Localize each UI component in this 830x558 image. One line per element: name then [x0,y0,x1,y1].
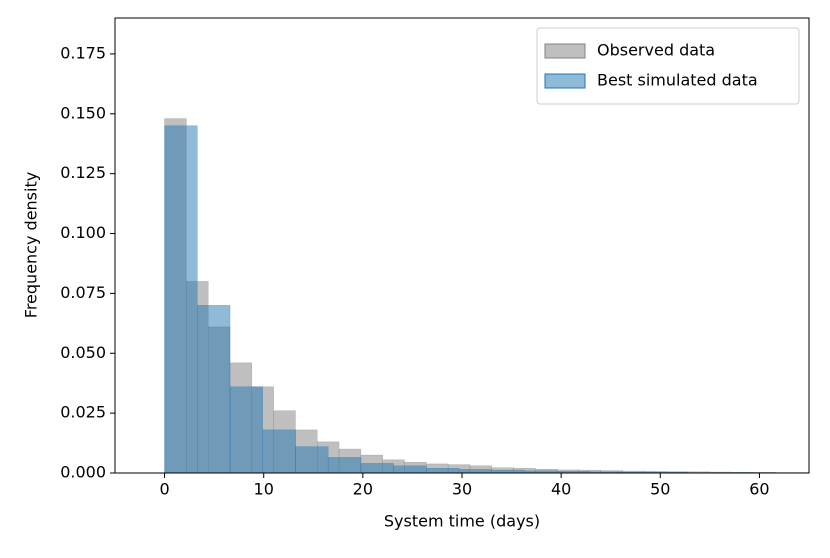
x-tick-label: 0 [159,480,169,499]
y-axis-label: Frequency density [22,172,41,318]
histogram-bar [165,126,198,473]
x-tick-label: 50 [650,480,670,499]
legend-swatch [545,44,585,58]
histogram-bar [459,469,492,473]
histogram-bar [394,466,427,473]
histogram-bar [361,463,394,473]
legend-label: Best simulated data [597,71,758,90]
histogram-bar [230,387,263,473]
y-tick-label: 0.075 [60,283,106,302]
legend-label: Observed data [597,41,715,60]
histogram-bar [328,457,361,473]
x-tick-label: 60 [749,480,769,499]
y-tick-label: 0.150 [60,103,106,122]
x-axis-label: System time (days) [384,512,540,531]
y-tick-label: 0.050 [60,343,106,362]
histogram-bar [426,468,459,473]
y-tick-label: 0.175 [60,43,106,62]
x-tick-label: 20 [353,480,373,499]
y-tick-label: 0.025 [60,403,106,422]
y-tick-label: 0.000 [60,463,106,482]
x-tick-label: 10 [254,480,274,499]
y-tick-label: 0.100 [60,223,106,242]
plot-area [165,119,819,473]
histogram-bar [263,430,296,473]
legend-swatch [545,74,585,88]
x-tick-label: 30 [452,480,472,499]
histogram-bar [295,447,328,473]
x-tick-label: 40 [551,480,571,499]
histogram-bar [197,305,230,473]
y-tick-label: 0.125 [60,163,106,182]
legend-box [537,28,799,104]
